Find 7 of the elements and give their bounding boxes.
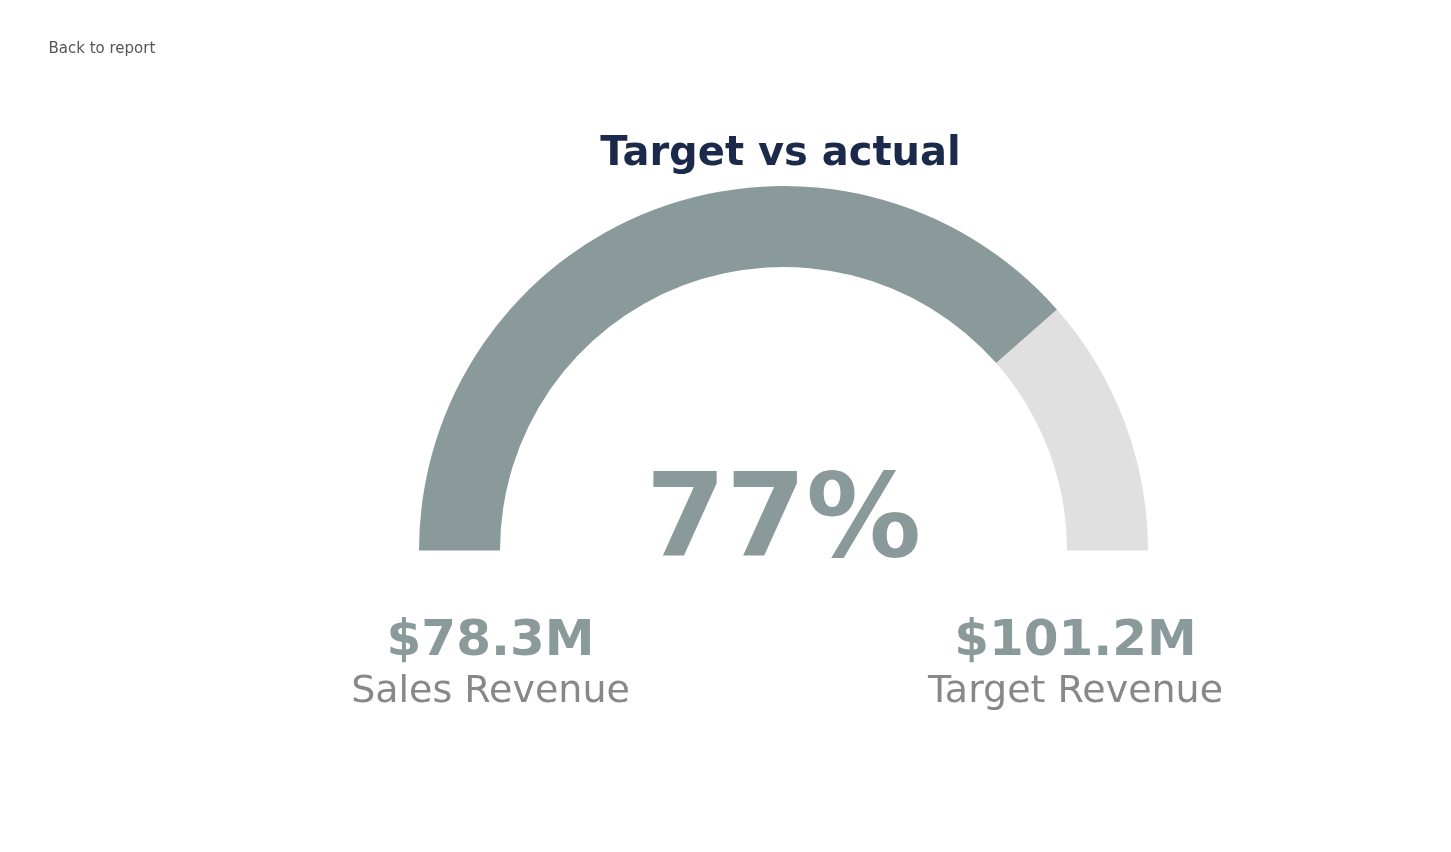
text: Target Revenue	[926, 666, 1224, 711]
text: $78.3M	[386, 608, 595, 667]
text: $101.2M	[954, 608, 1197, 667]
text: Back to report	[48, 38, 156, 57]
data-label: 77%	[645, 448, 922, 583]
chart-title: Target vs actual	[600, 127, 961, 174]
text: Sales Revenue	[351, 666, 630, 711]
